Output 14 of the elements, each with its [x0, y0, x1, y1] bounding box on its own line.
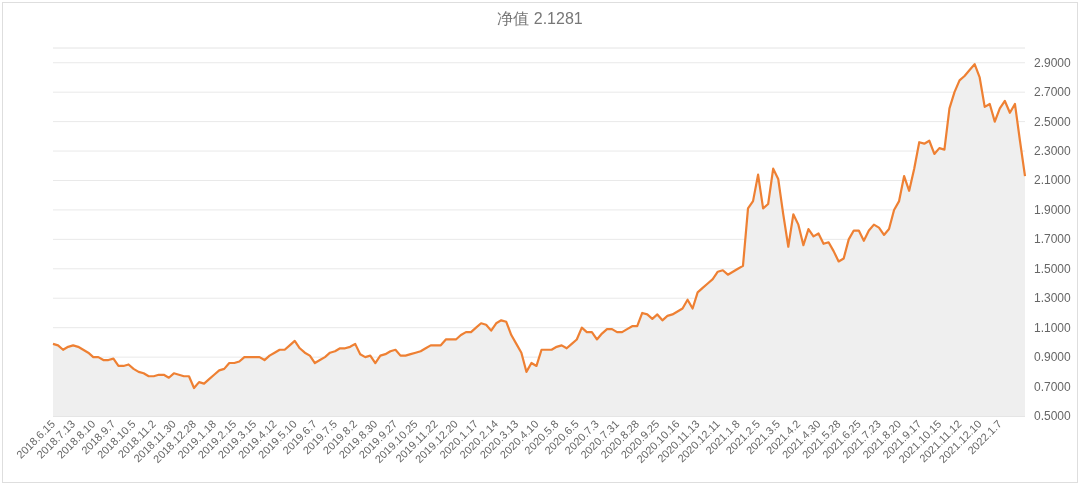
y-tick-label: 1.5000: [1034, 261, 1072, 276]
y-tick-label: 1.1000: [1034, 320, 1072, 335]
y-tick-label: 2.7000: [1034, 85, 1072, 100]
y-tick-label: 1.9000: [1034, 202, 1072, 217]
y-tick-label: 1.7000: [1034, 232, 1072, 247]
y-tick-label: 0.9000: [1034, 350, 1072, 365]
y-tick-label: 2.5000: [1034, 114, 1072, 129]
chart-title: 净值 2.1281: [497, 10, 583, 27]
y-tick-label: 0.5000: [1034, 409, 1072, 423]
y-tick-label: 1.3000: [1034, 291, 1072, 306]
y-tick-label: 2.3000: [1034, 144, 1072, 159]
y-tick-label: 2.1000: [1034, 173, 1072, 188]
y-tick-label: 2.9000: [1034, 55, 1072, 70]
y-tick-label: 0.7000: [1034, 379, 1072, 394]
